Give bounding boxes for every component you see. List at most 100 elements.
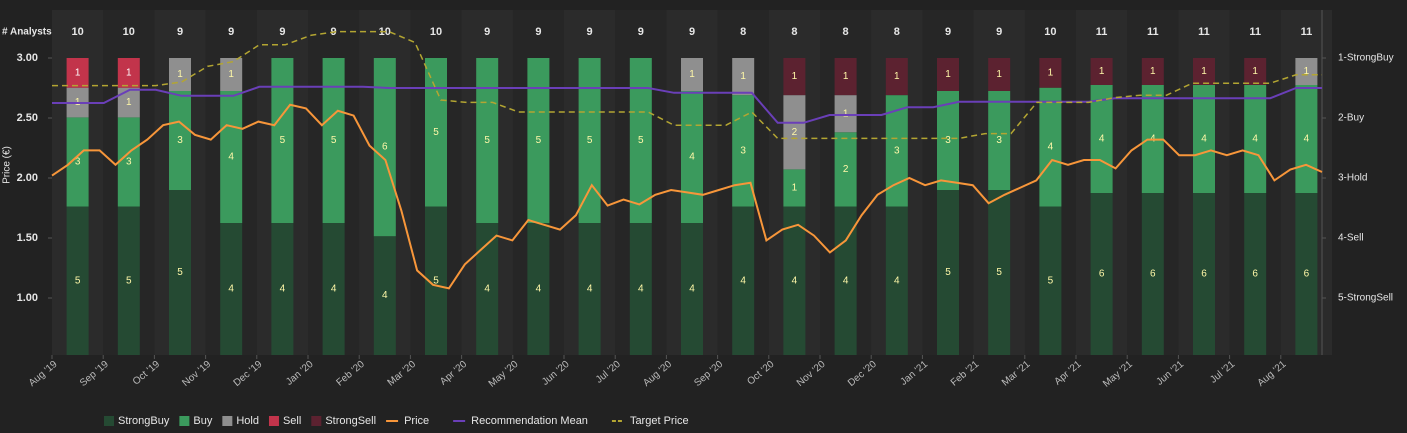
segment-label: 1 [177, 69, 183, 80]
segment-label: 4 [638, 284, 644, 295]
analyst-count: 9 [228, 26, 234, 38]
segment-label: 1 [843, 71, 849, 82]
analyst-count: 9 [945, 26, 951, 38]
segment-label: 1 [945, 69, 951, 80]
segment-label: 4 [1304, 134, 1310, 145]
segment-label: 1 [126, 97, 132, 108]
legend-swatch [268, 416, 279, 426]
segment-label: 6 [1252, 269, 1258, 280]
analyst-count: 9 [689, 26, 695, 38]
bar-segment [220, 223, 243, 355]
bar-segment [937, 91, 959, 190]
bar-segment [988, 190, 1011, 355]
segment-label: 1 [740, 71, 746, 82]
legend-label: Target Price [630, 415, 689, 427]
segment-label: 4 [484, 284, 490, 295]
segment-label: 4 [792, 275, 798, 286]
y2-tick-label: 5-StrongSell [1338, 293, 1393, 304]
segment-label: 4 [894, 275, 900, 286]
bar-segment [783, 206, 806, 355]
bar-segment [937, 190, 959, 355]
bar-segment [1090, 193, 1113, 355]
segment-label: 5 [126, 275, 132, 286]
segment-label: 5 [484, 135, 490, 146]
bar-segment [271, 58, 294, 223]
segment-label: 1 [792, 183, 798, 194]
bar-segment [1193, 85, 1215, 193]
analyst-count: 8 [843, 26, 849, 38]
segment-label: 1 [843, 108, 849, 119]
bar-segment [834, 132, 857, 207]
legend-label: Sell [283, 415, 301, 427]
segment-label: 4 [1048, 142, 1054, 153]
line-2 [52, 30, 1322, 140]
bar-segment [322, 58, 345, 223]
bar-segment [1295, 58, 1318, 85]
y2-tick-label: 4-Sell [1338, 233, 1364, 244]
legend-label: Price [404, 415, 429, 427]
bar-segment [66, 58, 89, 88]
y-tick-label: 1.00 [17, 292, 38, 304]
bar-segment [681, 58, 703, 91]
analyst-count: 9 [279, 26, 285, 38]
bar-segment [1244, 58, 1267, 85]
y-tick-label: 2.00 [17, 172, 38, 184]
segment-label: 2 [843, 164, 849, 175]
segment-label: 5 [331, 135, 337, 146]
analyst-count: 9 [484, 26, 490, 38]
segment-label: 4 [1099, 134, 1105, 145]
segment-label: 5 [587, 135, 593, 146]
segment-label: 3 [894, 145, 900, 156]
segment-label: 1 [894, 71, 900, 82]
analyst-count: 11 [1249, 26, 1261, 38]
bar-segment [732, 95, 755, 207]
legend-swatch [311, 416, 322, 426]
analyst-count: 10 [123, 26, 135, 38]
segment-label: 4 [536, 284, 542, 295]
bar-segment [220, 91, 243, 223]
segment-label: 4 [1201, 134, 1207, 145]
bar-segment [732, 206, 755, 355]
legend-label: Recommendation Mean [471, 415, 588, 427]
bar-segment [425, 58, 447, 207]
segment-label: 4 [689, 284, 695, 295]
bar-segment [988, 58, 1011, 91]
segment-label: 4 [228, 152, 234, 163]
segment-label: 3 [740, 145, 746, 156]
segment-label: 3 [126, 157, 132, 168]
segment-label: 1 [228, 69, 234, 80]
legend-swatch [222, 416, 233, 426]
y2-tick-label: 2-Buy [1338, 113, 1364, 124]
analyst-count: 9 [996, 26, 1002, 38]
segment-label: 4 [587, 284, 593, 295]
bar-segment [783, 58, 806, 96]
segment-label: 4 [689, 152, 695, 163]
segment-label: 5 [433, 275, 439, 286]
segment-label: 5 [177, 267, 183, 278]
bar-segment [732, 58, 755, 96]
segment-label: 4 [331, 284, 337, 295]
segment-label: 1 [1304, 66, 1310, 77]
bar-segment [1244, 193, 1267, 355]
bar-segment [117, 58, 140, 88]
segment-label: 6 [382, 142, 388, 153]
analyst-count: 11 [1147, 26, 1159, 38]
bar-segment [527, 58, 550, 223]
analyst-count: 10 [71, 26, 83, 38]
analyst-count: 10 [430, 26, 442, 38]
bar-segment [1193, 193, 1215, 355]
bar-segment [1039, 206, 1062, 355]
bar-segment [527, 223, 550, 355]
bar-segment [1090, 58, 1113, 85]
segment-label: 1 [1048, 67, 1054, 78]
bar-segment [1039, 58, 1062, 88]
bar-segment [578, 223, 601, 355]
segment-label: 4 [280, 284, 286, 295]
y-axis-label: Price (€) [2, 146, 13, 184]
bar-segment [373, 58, 396, 237]
analyst-count: 11 [1096, 26, 1108, 38]
analyst-count: 9 [638, 26, 644, 38]
segment-label: 1 [126, 67, 132, 78]
analyst-count: 11 [1301, 26, 1313, 38]
